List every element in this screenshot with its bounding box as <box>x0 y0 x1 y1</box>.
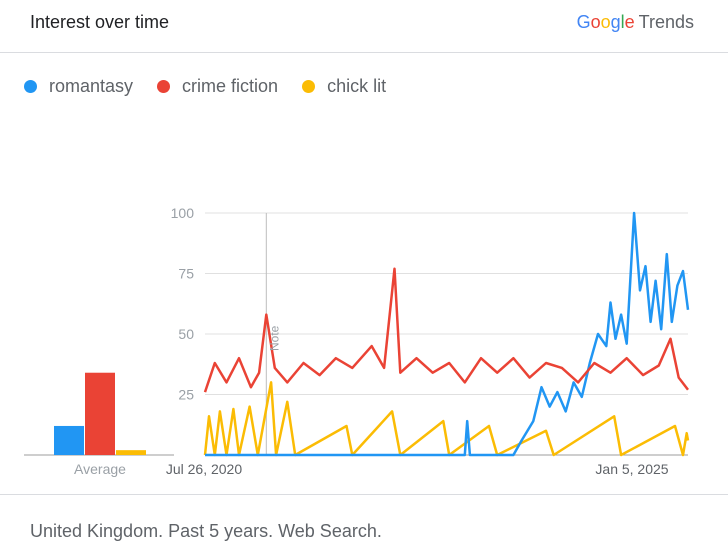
legend-dot-icon <box>157 80 171 93</box>
series-line-chick-lit <box>203 381 690 457</box>
legend: romantasy crime fiction chick lit <box>24 76 410 97</box>
header: Interest over time Google Trends <box>0 0 728 53</box>
google-trends-logo: Google Trends <box>576 12 694 32</box>
y-tick-label: 50 <box>178 326 194 342</box>
legend-item-chick-lit[interactable]: chick lit <box>302 76 386 97</box>
legend-dot-icon <box>24 80 37 93</box>
legend-dot-icon <box>302 80 316 93</box>
average-bar-crime-fiction <box>85 372 115 455</box>
footer-text: United Kingdom. Past 5 years. Web Search… <box>30 521 382 541</box>
y-tick-label: 25 <box>178 387 194 403</box>
annotation-label: Note <box>267 325 281 351</box>
average-bar-romantasy <box>54 425 84 455</box>
y-tick-label: 100 <box>171 205 195 221</box>
card-title: Interest over time <box>30 12 170 32</box>
legend-item-crime-fiction[interactable]: crime fiction <box>157 76 278 97</box>
legend-label: romantasy <box>49 76 134 96</box>
brand-trends-label: Trends <box>638 12 694 32</box>
footer: United Kingdom. Past 5 years. Web Search… <box>0 494 728 551</box>
x-tick-label: Jan 5, 2025 <box>595 461 668 477</box>
y-tick-label: 75 <box>178 266 194 282</box>
legend-label: crime fiction <box>182 76 279 96</box>
series-line-crime-fiction <box>203 267 689 393</box>
interest-chart: 25 50 75 100 Note Jul 26, 2020 Jan 5, 2025 Aver… <box>24 205 690 477</box>
average-label: Average <box>74 461 126 477</box>
legend-item-romantasy[interactable]: romantasy <box>24 76 133 97</box>
series-line-romantasy <box>205 211 690 457</box>
x-tick-label: Jul 26, 2020 <box>166 461 242 477</box>
legend-label: chick lit <box>327 76 387 96</box>
average-bar-chick-lit <box>116 450 146 455</box>
